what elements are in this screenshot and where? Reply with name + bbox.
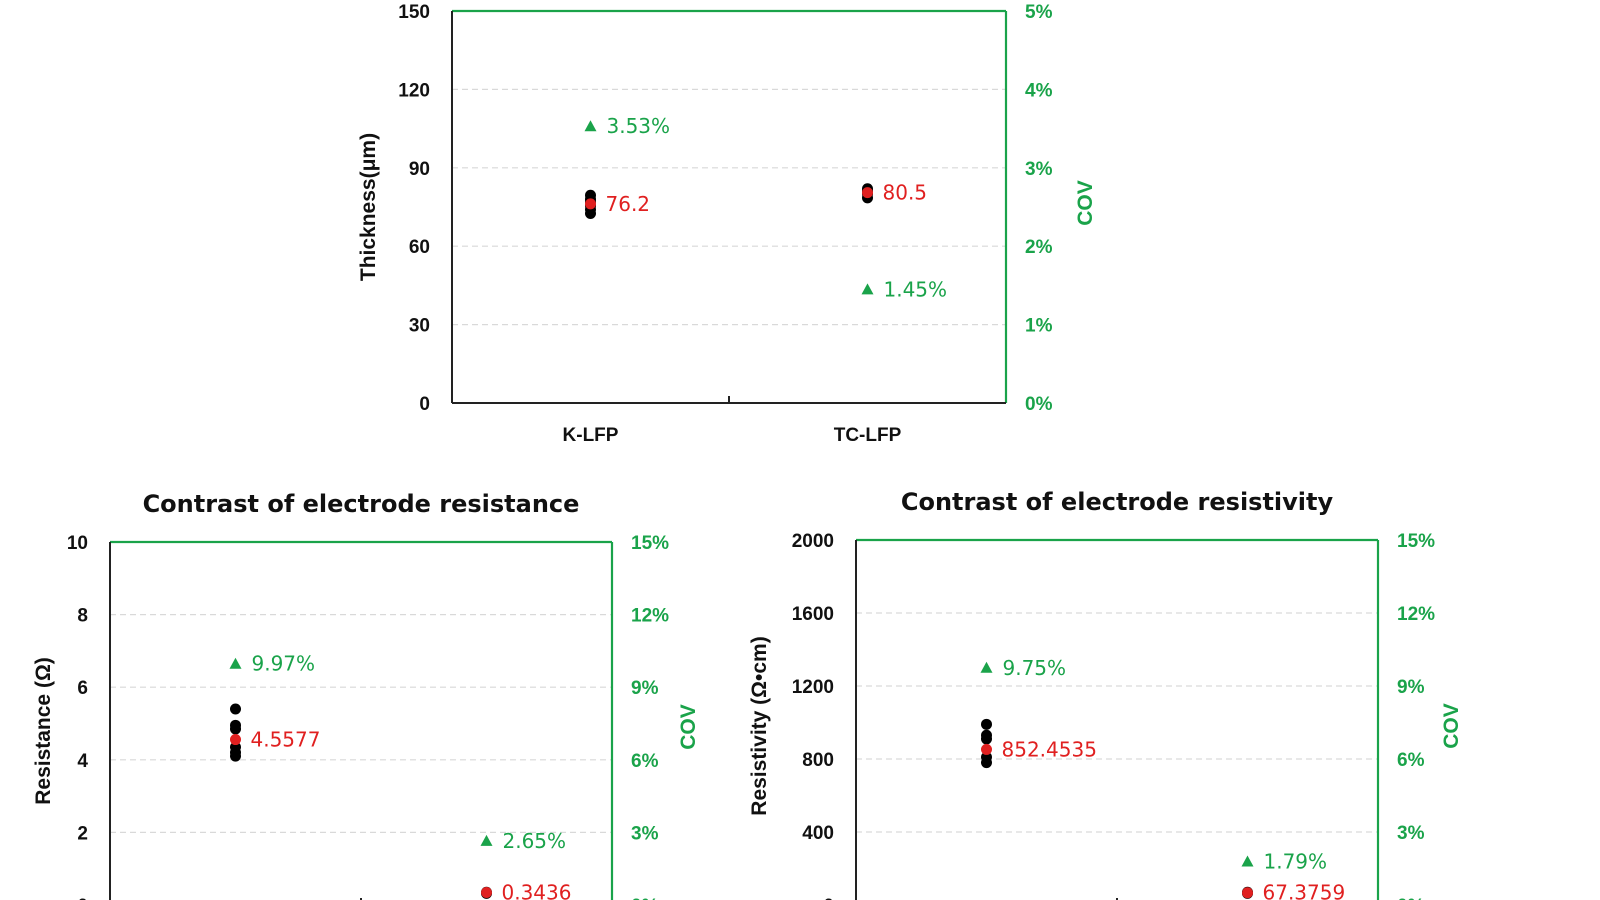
mean-label: 80.5	[883, 181, 928, 205]
cov-marker	[861, 283, 874, 295]
cov-label: 3.53%	[607, 114, 671, 138]
cov-label: 1.45%	[884, 277, 948, 301]
y-tick-label: 2	[77, 823, 88, 844]
y2-tick-label: 6%	[1397, 750, 1425, 771]
mean-point	[981, 743, 992, 755]
y2-tick-label: 0%	[1025, 394, 1053, 415]
y-tick-label: 150	[398, 2, 430, 23]
mean-label: 852.4535	[1002, 737, 1097, 761]
y-tick-label: 4	[77, 751, 88, 772]
y2-tick-label: 9%	[1397, 677, 1425, 698]
y2-axis-title: COV	[1074, 180, 1097, 226]
y-axis-title: Resistivity (Ω•cm)	[748, 636, 771, 815]
cov-label: 9.75%	[1003, 656, 1067, 680]
y-tick-label: 1600	[792, 604, 834, 625]
y2-tick-label: 3%	[631, 823, 659, 844]
y2-tick-label: 6%	[631, 751, 659, 772]
chart-title: Contrast of electrode resistance	[143, 490, 580, 518]
chart-1: 0 30 60 90 120 150 0% 1% 2% 3% 4% 5% Thickness(μm) CO…	[357, 2, 1097, 446]
mean-point	[585, 198, 596, 210]
y-tick-label: 10	[67, 533, 88, 554]
mean-point	[230, 734, 241, 746]
y2-tick-label: 3%	[1397, 823, 1425, 844]
cov-marker	[229, 657, 242, 669]
mean-point	[481, 887, 492, 899]
y-tick-label: 1200	[792, 677, 834, 698]
y2-axis-title: COV	[677, 704, 700, 750]
y2-tick-label: 15%	[1397, 531, 1435, 552]
data-point	[585, 189, 596, 201]
y2-tick-label: 1%	[1025, 316, 1053, 337]
data-point	[230, 741, 241, 753]
y-tick-label: 30	[409, 316, 430, 337]
y2-axis-title: COV	[1440, 703, 1463, 749]
mean-label: 76.2	[606, 192, 651, 216]
y2-tick-label: 0%	[631, 896, 659, 900]
y-tick-label: 6	[77, 678, 88, 699]
cov-label: 1.79%	[1264, 849, 1328, 873]
chart-2: 0 2 4 6 8 10 0% 3% 6% 9% 12% 15% Resistance (Ω) COV Co…	[32, 490, 700, 900]
y-axis-title: Thickness(μm)	[357, 133, 380, 281]
y2-tick-label: 0%	[1397, 896, 1425, 900]
cov-marker	[584, 120, 597, 132]
y-tick-label: 0	[823, 896, 834, 900]
cov-marker	[980, 661, 993, 673]
y-tick-label: 0	[419, 394, 430, 415]
data-point	[981, 718, 992, 730]
y-tick-label: 400	[802, 823, 834, 844]
y2-tick-label: 4%	[1025, 80, 1053, 101]
cov-label: 2.65%	[503, 829, 567, 853]
x-category-label: TC-LFP	[834, 425, 902, 446]
y-tick-label: 60	[409, 237, 430, 258]
mean-point	[1242, 887, 1253, 899]
y2-tick-label: 12%	[631, 606, 669, 627]
cov-marker	[480, 834, 493, 846]
y2-tick-label: 9%	[631, 678, 659, 699]
data-point	[230, 703, 241, 715]
y2-tick-label: 2%	[1025, 237, 1053, 258]
y-tick-label: 800	[802, 750, 834, 771]
mean-point	[862, 187, 873, 199]
y2-tick-label: 3%	[1025, 159, 1053, 180]
chart-3: 0 400 800 1200 1600 2000 0% 3% 6% 9% 12% 15% Resisti…	[748, 488, 1463, 900]
y-tick-label: 120	[398, 80, 430, 101]
y2-tick-label: 15%	[631, 533, 669, 554]
y2-tick-label: 5%	[1025, 2, 1053, 23]
y-axis-title: Resistance (Ω)	[32, 657, 55, 805]
mean-label: 67.3759	[1263, 881, 1346, 900]
mean-label: 4.5577	[251, 728, 321, 752]
data-point	[230, 719, 241, 731]
mean-label: 0.3436	[502, 881, 572, 900]
y-tick-label: 2000	[792, 531, 834, 552]
cov-label: 9.97%	[252, 652, 316, 676]
cov-marker	[1241, 855, 1254, 867]
y-tick-label: 0	[77, 896, 88, 900]
chart-title: Contrast of electrode resistivity	[901, 488, 1334, 516]
data-point	[981, 751, 992, 763]
y-tick-label: 90	[409, 159, 430, 180]
data-point	[981, 729, 992, 741]
y2-tick-label: 12%	[1397, 604, 1435, 625]
x-category-label: K-LFP	[563, 425, 619, 446]
y-tick-label: 8	[77, 606, 88, 627]
